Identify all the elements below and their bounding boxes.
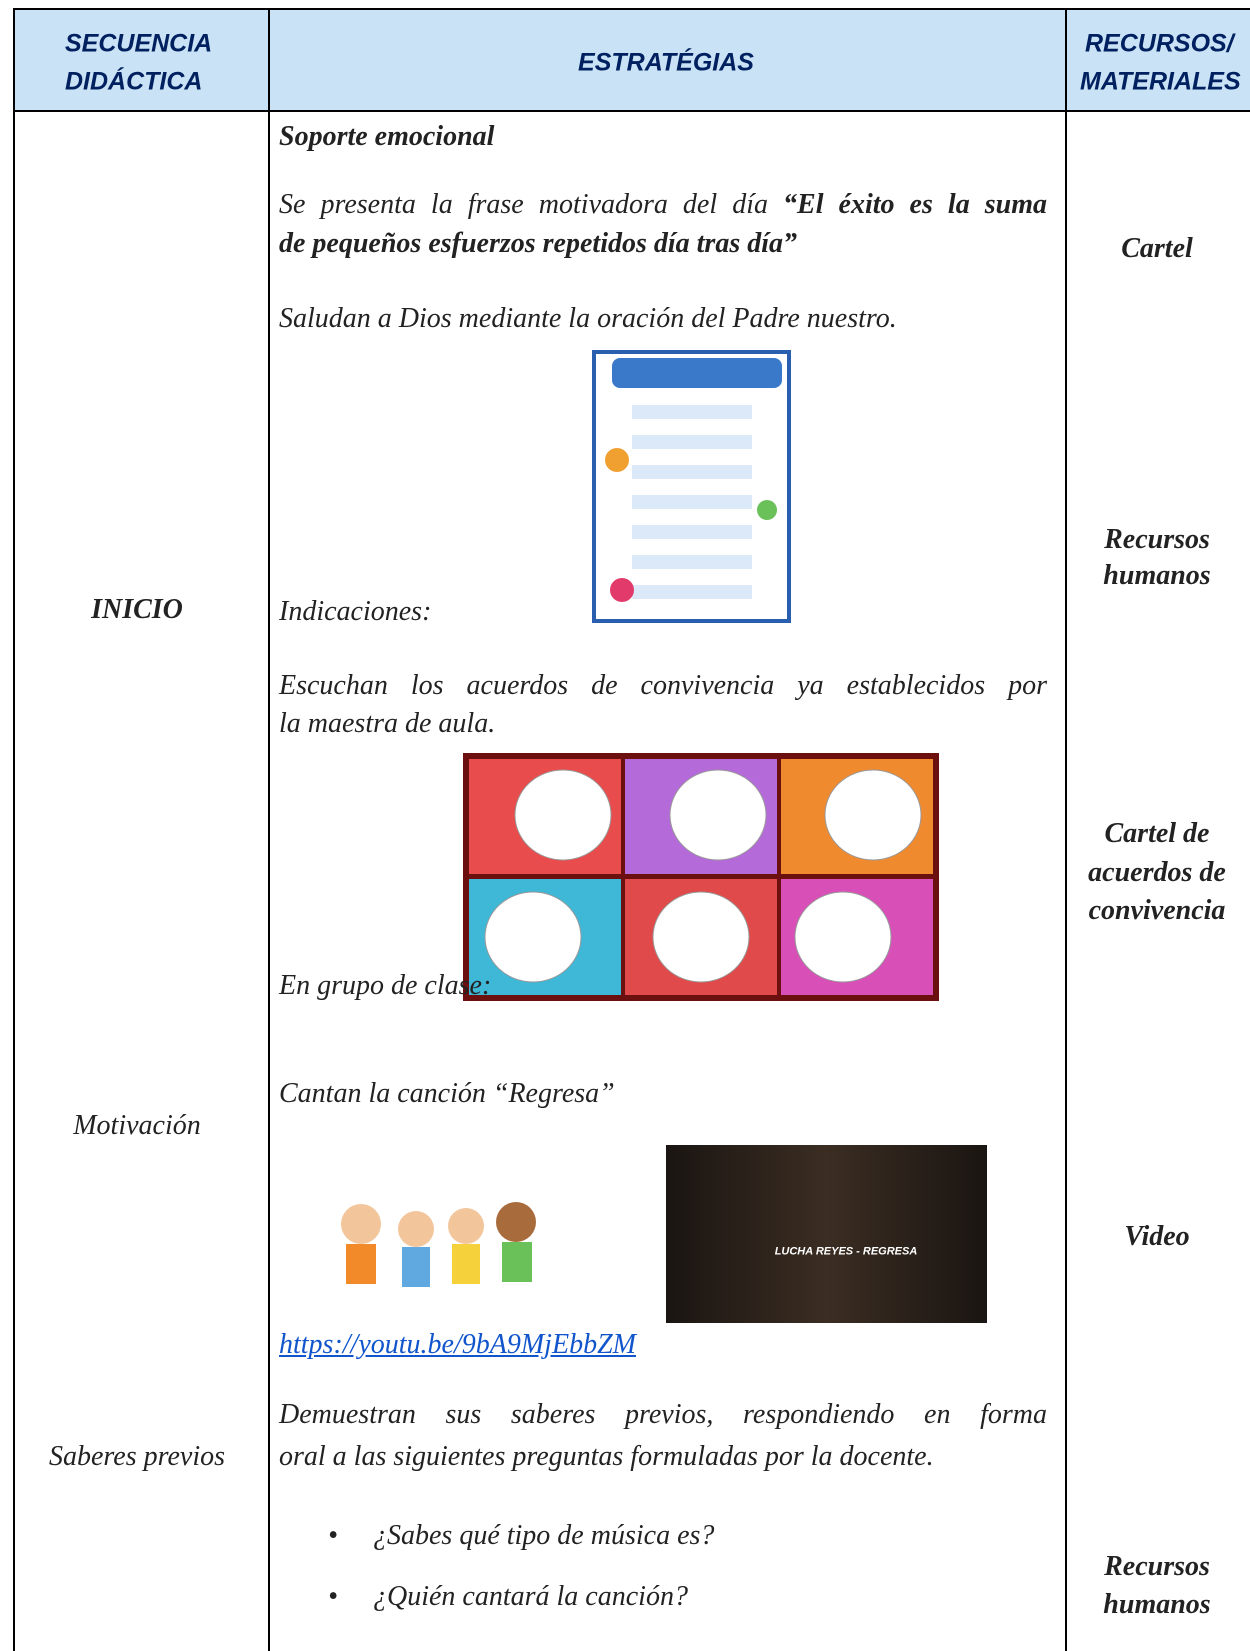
header-text: ESTRATÉGIAS xyxy=(578,48,754,77)
resource: convivencia xyxy=(1088,895,1226,926)
border xyxy=(13,8,1250,10)
resource: acuerdos de xyxy=(1088,857,1226,888)
text: Se presenta la frase motivadora del día xyxy=(279,189,768,220)
header-text: RECURSOS/ xyxy=(1085,29,1234,58)
header-text: DIDÁCTICA xyxy=(65,67,203,96)
stage-label: Motivación xyxy=(73,1110,201,1141)
text-line: Demuestran sus saberes previos, respondi… xyxy=(279,1401,1047,1429)
border xyxy=(268,8,270,1651)
agreements-poster xyxy=(463,753,939,1001)
resource: Cartel de xyxy=(1104,818,1210,849)
text: Saludan a Dios mediante la oración del P… xyxy=(279,303,897,334)
header-bg xyxy=(13,8,1250,110)
link[interactable]: https://youtu.be/9bA9MjEbbZM xyxy=(279,1329,636,1360)
text: la maestra de aula. xyxy=(279,708,496,739)
border xyxy=(1065,8,1067,1651)
resource: humanos xyxy=(1103,560,1211,591)
kids-image xyxy=(341,1202,536,1287)
text-line: Escuchan los acuerdos de convivencia ya … xyxy=(279,672,1047,700)
header-text: SECUENCIA xyxy=(65,29,213,58)
border xyxy=(13,110,1250,112)
text-line: Se presenta la frase motivadora del día … xyxy=(279,191,1047,219)
quote: de pequeños esfuerzos repetidos día tras… xyxy=(279,228,797,259)
text: Escuchan los acuerdos de convivencia ya … xyxy=(279,670,1047,701)
text: oral a las siguientes preguntas formulad… xyxy=(279,1441,934,1472)
bullet-text: ¿Quién cantará la canción? xyxy=(373,1581,688,1612)
resource: Video xyxy=(1124,1221,1190,1252)
stage-label: INICIO xyxy=(91,594,183,625)
header-text: MATERIALES xyxy=(1080,67,1241,96)
resource: Recursos xyxy=(1104,524,1210,555)
resource: Recursos xyxy=(1104,1551,1210,1582)
subtitle: Soporte emocional xyxy=(279,121,495,152)
bullet: • xyxy=(328,1581,338,1612)
text: Indicaciones: xyxy=(279,596,432,627)
bullet: • xyxy=(328,1520,338,1551)
bullet-text: ¿Sabes qué tipo de música es? xyxy=(373,1520,715,1551)
text: Cantan la canción “Regresa” xyxy=(279,1078,615,1109)
resource: Cartel xyxy=(1121,233,1193,264)
prayer-poster xyxy=(592,350,791,623)
video-thumbnail: LUCHA REYES - REGRESA xyxy=(666,1145,987,1323)
stage-label: Saberes previos xyxy=(49,1441,225,1472)
text: En grupo de clase: xyxy=(279,970,492,1001)
video-title: LUCHA REYES - REGRESA xyxy=(774,1245,918,1258)
text: Demuestran sus saberes previos, respondi… xyxy=(279,1399,1047,1430)
resource: humanos xyxy=(1103,1589,1211,1620)
quote: “El éxito es la suma xyxy=(783,189,1047,220)
border xyxy=(13,8,15,1651)
